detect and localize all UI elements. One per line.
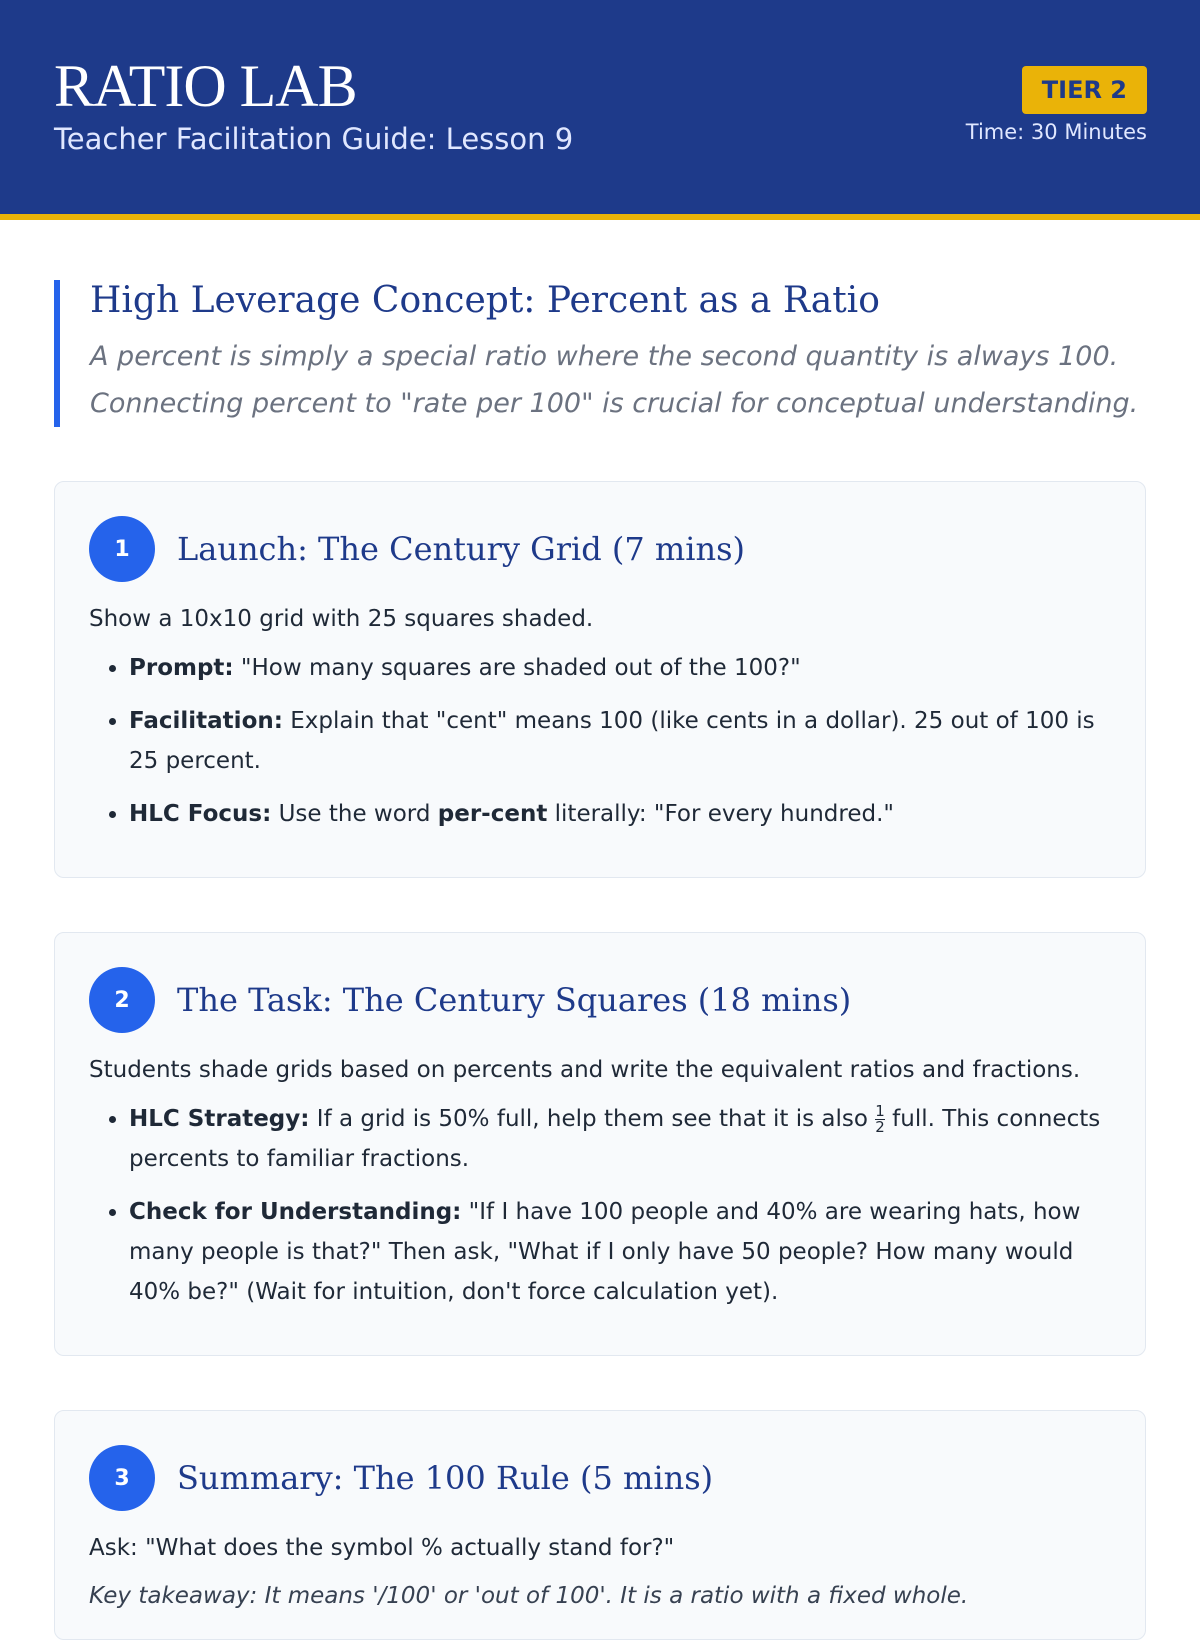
title: RATIO LAB [54, 53, 358, 119]
bullet: Check for Understanding: "If I have 100 … [129, 1192, 1111, 1312]
text: If a grid is 50% full, help them see tha… [309, 1106, 876, 1132]
bullet: Prompt: "How many squares are shaded out… [129, 648, 1111, 688]
subtitle: Teacher Facilitation Guide: Lesson 9 [54, 122, 574, 156]
concept-text: A percent is simply a special ratio wher… [90, 341, 1139, 419]
section-title: The Task: The Century Squares (18 mins) [177, 981, 852, 1019]
text: "If I have 100 people and 40% are wearin… [129, 1199, 1081, 1305]
section-head: 2 The Task: The Century Squares (18 mins) [89, 967, 1111, 1033]
bullet: HLC Strategy: If a grid is 50% full, hel… [129, 1099, 1111, 1179]
section-title: Summary: The 100 Rule (5 mins) [177, 1459, 714, 1497]
numerator: 1 [875, 1102, 885, 1120]
sections: 1 Launch: The Century Grid (7 mins) Show a… [0, 481, 1200, 1640]
section-intro: Show a 10x10 grid with 25 squares shaded… [89, 606, 594, 632]
text: Explain that "cent" means 100 (like cent… [129, 708, 1095, 774]
denominator: 2 [875, 1118, 885, 1136]
takeaway: Key takeaway: It means '/100' or 'out of… [89, 1583, 969, 1609]
bullet-list: Prompt: "How many squares are shaded out… [89, 648, 1111, 834]
bullet: Facilitation: Explain that "cent" means … [129, 701, 1111, 781]
bullet-list: HLC Strategy: If a grid is 50% full, hel… [89, 1099, 1111, 1312]
bold-text: HLC Strategy: [129, 1106, 310, 1132]
text: literally: "For every hundred." [547, 801, 894, 827]
text: Use the word [271, 801, 438, 827]
text: full. This connects percents to familiar… [129, 1106, 1101, 1172]
step-number: 3 [89, 1445, 155, 1511]
bold-text: per-cent [437, 801, 548, 827]
section-title: Launch: The Century Grid (7 mins) [177, 530, 745, 568]
concept: High Leverage Concept: Percent as a Rati… [54, 280, 1146, 427]
tier-badge: TIER 2 [1021, 66, 1147, 114]
section-head: 3 Summary: The 100 Rule (5 mins) [89, 1445, 1111, 1511]
text: "How many squares are shaded out of the … [233, 655, 801, 681]
section-head: 1 Launch: The Century Grid (7 mins) [89, 516, 1111, 582]
bold-text: Facilitation: [129, 708, 283, 734]
section-card: 2 The Task: The Century Squares (18 mins)… [54, 932, 1146, 1356]
concept-title: High Leverage Concept: Percent as a Rati… [90, 280, 880, 321]
bold-text: Check for Understanding: [129, 1199, 462, 1225]
step-number: 2 [89, 967, 155, 1033]
step-number: 1 [89, 516, 155, 582]
header: RATIO LAB Teacher Facilitation Guide: Le… [0, 0, 1200, 220]
bullet: HLC Focus: Use the word per-cent literal… [129, 794, 1111, 834]
section-intro: Ask: "What does the symbol % actually st… [89, 1535, 675, 1561]
section-intro: Students shade grids based on percents a… [89, 1057, 1081, 1083]
time: Time: 30 Minutes [965, 120, 1147, 144]
bold-text: HLC Focus: [129, 801, 272, 827]
section-card: 1 Launch: The Century Grid (7 mins) Show a… [54, 481, 1146, 878]
bold-text: Prompt: [129, 655, 234, 681]
section-card: 3 Summary: The 100 Rule (5 mins) Ask: "Wha… [54, 1410, 1146, 1640]
page: RATIO LAB Teacher Facilitation Guide: Le… [0, 0, 1200, 1600]
